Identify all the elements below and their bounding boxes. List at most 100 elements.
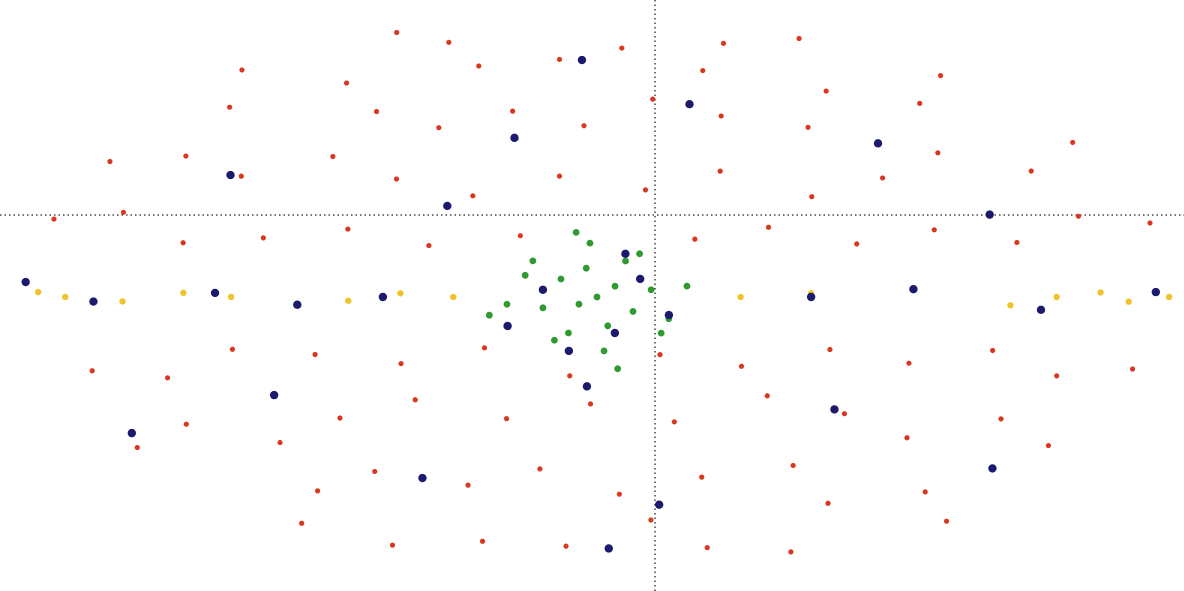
source-dot — [315, 488, 321, 494]
source-dot — [299, 520, 305, 526]
source-dot — [990, 347, 996, 354]
source-dot — [34, 288, 42, 296]
source-dot — [372, 468, 378, 475]
source-dot — [827, 346, 833, 353]
source-dot — [906, 360, 912, 366]
source-dot — [180, 240, 186, 246]
source-dot — [503, 300, 511, 308]
source-dot — [503, 321, 512, 331]
source-dot — [575, 300, 583, 308]
source-dot — [277, 439, 283, 446]
source-dot — [765, 224, 772, 230]
source-dot — [521, 271, 529, 279]
source-dot — [764, 393, 770, 399]
source-dot — [717, 168, 723, 174]
source-dot — [1165, 293, 1173, 301]
source-dot — [621, 249, 630, 259]
source-dot — [1007, 302, 1014, 309]
source-dot — [718, 113, 724, 119]
source-dot — [557, 275, 565, 283]
source-dot — [337, 415, 343, 421]
source-dot — [809, 194, 815, 200]
source-dot — [700, 67, 706, 74]
source-dot — [229, 346, 236, 352]
source-dot — [635, 274, 645, 284]
source-dot — [227, 104, 233, 110]
source-dot — [239, 67, 245, 73]
source-dot — [604, 322, 612, 330]
source-dot — [260, 235, 266, 241]
source-dot — [611, 282, 619, 290]
source-dot — [1014, 239, 1020, 246]
source-dot — [426, 242, 432, 249]
source-dot — [879, 175, 886, 181]
source-dot — [909, 284, 918, 294]
source-dot — [373, 108, 380, 115]
source-dot — [563, 543, 569, 549]
source-dot — [1075, 213, 1082, 219]
source-dot — [397, 290, 404, 297]
source-dot — [582, 264, 590, 272]
source-dot — [481, 345, 488, 351]
source-dot — [806, 292, 816, 302]
source-dot — [943, 518, 950, 524]
source-dot — [529, 257, 537, 265]
source-dot — [567, 373, 573, 379]
source-dot — [657, 352, 663, 358]
source-dot — [1028, 168, 1034, 174]
source-dot — [629, 308, 637, 315]
source-dot — [1036, 305, 1046, 315]
source-dot — [164, 375, 171, 381]
source-dot — [293, 300, 302, 309]
source-dot — [577, 55, 587, 65]
source-dot — [683, 282, 691, 290]
source-dot — [650, 96, 656, 102]
source-dot — [935, 150, 941, 156]
source-dot — [648, 517, 654, 523]
source-dot — [269, 390, 279, 400]
source-dot — [119, 298, 126, 305]
source-dot — [720, 40, 727, 46]
source-dot — [636, 250, 643, 258]
source-dot — [418, 473, 427, 483]
source-dot — [120, 209, 127, 215]
source-dot — [904, 435, 910, 441]
source-dot — [586, 239, 594, 247]
source-dot — [226, 170, 235, 180]
source-dot — [572, 228, 580, 236]
source-dot — [551, 336, 558, 344]
source-dot — [476, 63, 482, 69]
source-dot — [1147, 220, 1153, 226]
source-dot — [622, 257, 629, 265]
source-dot — [389, 542, 396, 548]
source-dot — [485, 311, 493, 319]
source-dot — [89, 368, 95, 374]
source-dot — [1045, 442, 1052, 449]
source-dot — [312, 351, 318, 358]
source-dot — [873, 139, 883, 148]
source-dot — [664, 310, 674, 320]
source-dot — [600, 347, 608, 355]
source-dot — [671, 419, 677, 425]
source-dot — [805, 124, 811, 130]
source-dot — [616, 491, 622, 497]
source-dot — [738, 363, 745, 369]
source-dot — [931, 227, 937, 233]
source-dot — [556, 56, 563, 63]
source-dot — [647, 286, 655, 294]
source-dot — [107, 158, 113, 165]
source-dot — [183, 421, 189, 427]
source-dot — [238, 173, 244, 179]
source-dot — [180, 289, 187, 297]
source-dot — [51, 216, 57, 222]
source-dot — [581, 123, 587, 129]
source-dot — [610, 328, 620, 338]
source-dot — [210, 288, 220, 298]
source-dot — [1070, 139, 1076, 146]
source-dot — [443, 201, 452, 211]
source-dot — [692, 236, 698, 242]
source-dot — [685, 99, 694, 109]
source-dot — [134, 444, 140, 451]
